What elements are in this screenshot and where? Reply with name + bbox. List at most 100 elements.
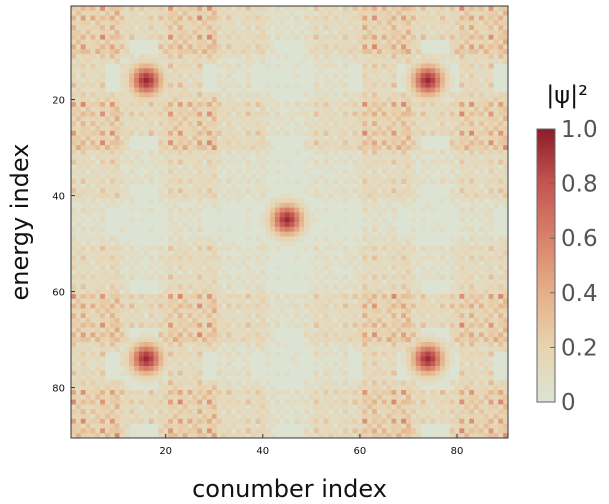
heatmap-cell: [104, 274, 111, 280]
heatmap-cell: [265, 6, 271, 12]
heatmap-cell: [483, 178, 489, 184]
heatmap-cell: [498, 58, 504, 64]
heatmap-cell: [168, 97, 174, 103]
heatmap-cell: [352, 58, 358, 64]
heatmap-cell: [119, 102, 125, 108]
heatmap-cell: [197, 82, 203, 88]
heatmap-cell: [153, 34, 159, 40]
heatmap-cell: [197, 159, 203, 165]
heatmap-cell: [216, 116, 222, 122]
heatmap-cell: [357, 15, 363, 21]
heatmap-cell: [202, 289, 208, 295]
heatmap-cell: [187, 284, 193, 290]
heatmap-cell: [318, 34, 324, 40]
heatmap-cell: [415, 145, 421, 151]
heatmap-cell: [134, 87, 140, 93]
heatmap-cell: [163, 49, 169, 55]
heatmap-cell: [313, 54, 319, 60]
heatmap-cell: [304, 121, 310, 127]
heatmap-cell: [386, 154, 392, 160]
heatmap-cell: [221, 106, 227, 112]
heatmap-cell: [474, 294, 480, 300]
heatmap-cell: [206, 150, 213, 156]
heatmap-cell: [202, 274, 208, 280]
heatmap-cell: [260, 313, 266, 319]
heatmap-cell: [410, 97, 417, 103]
heatmap-cell: [376, 178, 383, 184]
heatmap-cell: [95, 174, 101, 180]
heatmap-cell: [100, 44, 106, 50]
heatmap-cell: [362, 111, 368, 117]
heatmap-cell: [308, 308, 315, 314]
heatmap-cell: [391, 135, 397, 141]
heatmap-cell: [459, 294, 465, 300]
heatmap-cell: [216, 126, 222, 132]
heatmap-cell: [488, 337, 494, 343]
heatmap-cell: [391, 92, 397, 98]
heatmap-cell: [129, 130, 135, 136]
heatmap-cell: [206, 332, 213, 338]
heatmap-cell: [328, 351, 334, 357]
heatmap-cell: [313, 121, 319, 127]
heatmap-cell: [85, 30, 91, 36]
heatmap-cell: [95, 346, 101, 352]
heatmap-cell: [381, 34, 387, 40]
heatmap-cell: [410, 337, 417, 343]
heatmap-cell: [197, 289, 203, 295]
heatmap-cell: [449, 121, 455, 127]
heatmap-cell: [474, 87, 480, 93]
heatmap-cell: [202, 346, 208, 352]
heatmap-cell: [119, 169, 125, 175]
heatmap-cell: [197, 356, 203, 362]
heatmap-cell: [362, 126, 368, 132]
heatmap-cell: [454, 150, 460, 156]
heatmap-cell: [95, 97, 101, 103]
heatmap-cell: [270, 130, 276, 136]
heatmap-cell: [425, 274, 431, 280]
heatmap-cell: [75, 188, 82, 194]
heatmap-cell: [85, 193, 91, 199]
heatmap-cell: [483, 356, 489, 362]
heatmap-cell: [163, 289, 169, 295]
heatmap-cell: [401, 284, 407, 290]
heatmap-cell: [415, 322, 421, 328]
heatmap-cell: [274, 265, 281, 271]
heatmap-cell: [435, 25, 441, 31]
heatmap-cell: [100, 145, 106, 151]
heatmap-cell: [119, 246, 125, 252]
heatmap-cell: [274, 6, 281, 12]
heatmap-cell: [153, 20, 159, 26]
heatmap-cell: [119, 308, 125, 314]
heatmap-cell: [381, 188, 387, 194]
heatmap-cell: [469, 308, 475, 314]
heatmap-cell: [406, 30, 412, 36]
heatmap-cell: [483, 183, 489, 189]
heatmap-cell: [143, 130, 149, 136]
heatmap-cell: [124, 356, 130, 362]
heatmap-cell: [100, 241, 106, 247]
heatmap-cell: [386, 116, 392, 122]
heatmap-cell: [250, 135, 256, 141]
heatmap-cell: [168, 63, 174, 69]
heatmap-cell: [352, 130, 358, 136]
heatmap-cell: [255, 30, 261, 36]
heatmap-cell: [236, 145, 242, 151]
heatmap-cell: [197, 30, 203, 36]
heatmap-cell: [313, 97, 319, 103]
heatmap-cell: [187, 126, 193, 132]
heatmap-cell: [129, 20, 135, 26]
heatmap-cell: [483, 49, 489, 55]
heatmap-cell: [415, 106, 421, 112]
heatmap-cell: [391, 154, 397, 160]
heatmap-cell: [270, 289, 276, 295]
heatmap-cell: [85, 332, 91, 338]
heatmap-cell: [211, 260, 217, 266]
heatmap-cell: [464, 140, 470, 146]
heatmap-cell: [323, 318, 329, 324]
heatmap-cell: [435, 20, 441, 26]
heatmap-cell: [372, 25, 378, 31]
heatmap-cell: [406, 140, 412, 146]
heatmap-cell: [401, 106, 407, 112]
heatmap-cell: [172, 44, 179, 50]
heatmap-cell: [104, 342, 111, 348]
